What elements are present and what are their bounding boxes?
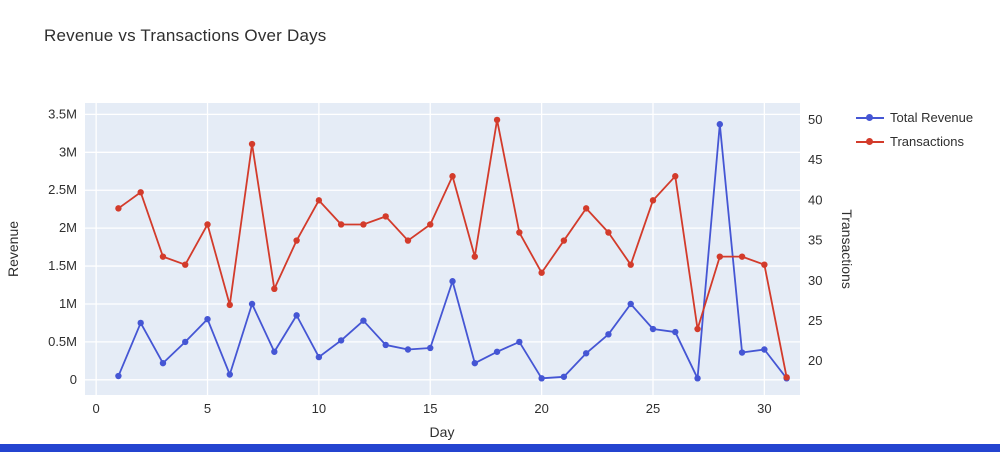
data-point-total-revenue bbox=[582, 350, 590, 357]
data-point-transactions bbox=[404, 237, 412, 244]
legend-swatch-transactions bbox=[856, 137, 884, 147]
data-point-transactions bbox=[605, 229, 612, 236]
legend-label-transactions: Transactions bbox=[890, 134, 964, 149]
data-point-total-revenue bbox=[493, 348, 501, 355]
x-tick-label: 5 bbox=[204, 401, 211, 416]
data-point-transactions bbox=[627, 261, 634, 268]
right-y-tick-label: 25 bbox=[808, 313, 822, 328]
data-point-transactions bbox=[137, 189, 144, 196]
right-y-tick-label: 30 bbox=[808, 273, 822, 288]
left-y-tick-label: 1.5M bbox=[48, 258, 77, 273]
data-point-total-revenue bbox=[627, 300, 634, 308]
data-point-total-revenue bbox=[315, 353, 323, 361]
data-point-total-revenue bbox=[293, 312, 300, 319]
data-point-transactions bbox=[182, 261, 189, 268]
left-y-tick-label: 3.5M bbox=[48, 106, 77, 121]
data-point-transactions bbox=[538, 269, 545, 276]
data-point-total-revenue bbox=[159, 359, 167, 367]
bottom-window-edge bbox=[0, 444, 1000, 452]
data-point-total-revenue bbox=[761, 346, 768, 353]
data-point-total-revenue bbox=[538, 375, 545, 382]
data-point-transactions bbox=[694, 325, 701, 333]
data-point-total-revenue bbox=[649, 325, 657, 333]
x-tick-label: 15 bbox=[423, 401, 437, 416]
data-point-transactions bbox=[248, 140, 256, 148]
data-point-total-revenue bbox=[137, 319, 144, 327]
right-y-tick-label: 50 bbox=[808, 112, 822, 127]
data-point-total-revenue bbox=[716, 121, 724, 128]
x-tick-label: 30 bbox=[757, 401, 771, 416]
chart-title: Revenue vs Transactions Over Days bbox=[44, 26, 327, 45]
data-point-transactions bbox=[360, 221, 367, 228]
data-point-transactions bbox=[471, 253, 478, 260]
data-point-transactions bbox=[560, 237, 568, 244]
data-point-total-revenue bbox=[404, 346, 412, 353]
data-point-transactions bbox=[783, 374, 790, 381]
data-point-transactions bbox=[493, 116, 501, 124]
data-point-transactions bbox=[337, 221, 345, 228]
data-point-total-revenue bbox=[738, 349, 746, 356]
data-point-transactions bbox=[315, 197, 323, 204]
right-y-tick-label: 45 bbox=[808, 152, 822, 167]
data-point-transactions bbox=[427, 221, 434, 228]
right-y-tick-label: 35 bbox=[808, 233, 822, 248]
right-y-axis-title: Transactions bbox=[839, 209, 855, 289]
left-y-tick-label: 1M bbox=[59, 296, 77, 311]
data-point-total-revenue bbox=[115, 372, 122, 380]
right-y-tick-label: 40 bbox=[808, 192, 822, 207]
data-point-transactions bbox=[382, 213, 389, 220]
chart-legend: Total Revenue Transactions bbox=[856, 110, 973, 149]
right-y-tick-label: 20 bbox=[808, 353, 822, 368]
data-point-transactions bbox=[271, 285, 278, 293]
left-y-axis-title: Revenue bbox=[5, 221, 21, 277]
data-point-total-revenue bbox=[605, 331, 612, 338]
legend-label-total-revenue: Total Revenue bbox=[890, 110, 974, 125]
left-y-tick-label: 3M bbox=[59, 144, 77, 159]
legend-swatch-total-revenue bbox=[856, 113, 884, 123]
data-point-total-revenue bbox=[560, 373, 568, 380]
x-tick-label: 10 bbox=[312, 401, 326, 416]
data-point-total-revenue bbox=[271, 348, 278, 355]
data-point-total-revenue bbox=[694, 375, 701, 382]
data-point-total-revenue bbox=[204, 315, 211, 323]
data-point-total-revenue bbox=[427, 344, 434, 352]
data-point-total-revenue bbox=[182, 338, 189, 346]
data-point-transactions bbox=[159, 253, 167, 260]
plot-background bbox=[85, 103, 800, 395]
legend-item-total-revenue[interactable]: Total Revenue bbox=[856, 110, 973, 125]
data-point-transactions bbox=[649, 197, 657, 204]
data-point-total-revenue bbox=[248, 300, 256, 308]
data-point-total-revenue bbox=[471, 359, 478, 367]
data-point-transactions bbox=[516, 229, 523, 236]
data-point-transactions bbox=[226, 301, 233, 309]
data-point-total-revenue bbox=[516, 338, 523, 346]
data-point-total-revenue bbox=[672, 328, 679, 336]
data-point-transactions bbox=[115, 205, 122, 212]
data-point-transactions bbox=[672, 173, 679, 180]
plot-area: 0 5 10 15 20 25 30 0 0.5M 1M 1.5M 2M 2.5M 3M 3.5M 20 25 3… bbox=[48, 103, 822, 416]
data-point-transactions bbox=[738, 253, 746, 260]
data-point-transactions bbox=[582, 205, 590, 212]
data-point-total-revenue bbox=[226, 371, 233, 378]
data-point-transactions bbox=[761, 261, 768, 268]
x-tick-label: 20 bbox=[534, 401, 548, 416]
x-tick-label: 25 bbox=[646, 401, 660, 416]
data-point-total-revenue bbox=[360, 317, 367, 324]
data-point-total-revenue bbox=[449, 278, 456, 285]
data-point-total-revenue bbox=[337, 337, 345, 344]
left-y-tick-label: 0 bbox=[70, 372, 77, 387]
left-y-tick-label: 0.5M bbox=[48, 334, 77, 349]
data-point-transactions bbox=[293, 237, 300, 244]
data-point-transactions bbox=[204, 221, 211, 228]
legend-item-transactions[interactable]: Transactions bbox=[856, 134, 973, 149]
left-y-tick-label: 2M bbox=[59, 220, 77, 235]
data-point-transactions bbox=[449, 173, 456, 180]
left-y-tick-label: 2.5M bbox=[48, 182, 77, 197]
data-point-transactions bbox=[716, 253, 724, 260]
data-point-total-revenue bbox=[382, 341, 389, 349]
x-tick-label: 0 bbox=[93, 401, 100, 416]
x-axis-title: Day bbox=[430, 424, 455, 440]
